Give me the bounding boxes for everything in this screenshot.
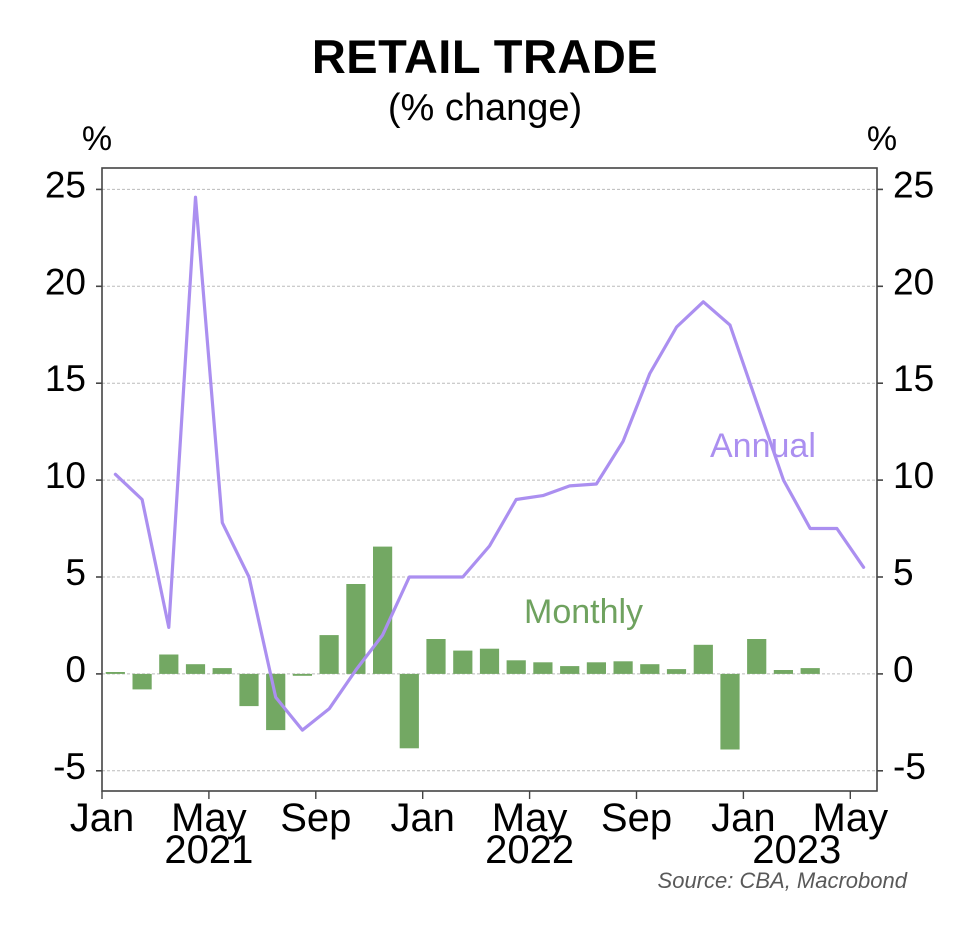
svg-text:2021: 2021: [164, 828, 253, 872]
svg-text:Sep: Sep: [280, 796, 351, 840]
svg-text:10: 10: [45, 455, 86, 496]
svg-text:15: 15: [893, 358, 934, 399]
svg-text:-5: -5: [53, 746, 86, 787]
svg-text:-5: -5: [893, 746, 926, 787]
svg-text:5: 5: [65, 552, 86, 593]
svg-text:25: 25: [893, 164, 934, 205]
svg-text:0: 0: [893, 649, 914, 690]
svg-text:20: 20: [893, 261, 934, 302]
svg-text:Annual: Annual: [710, 427, 816, 465]
svg-text:2023: 2023: [752, 828, 841, 872]
svg-text:Jan: Jan: [390, 796, 455, 840]
svg-text:Sep: Sep: [601, 796, 672, 840]
svg-text:5: 5: [893, 552, 914, 593]
svg-text:Jan: Jan: [70, 796, 135, 840]
svg-text:Monthly: Monthly: [524, 593, 643, 631]
svg-text:25: 25: [45, 164, 86, 205]
svg-text:15: 15: [45, 358, 86, 399]
svg-text:20: 20: [45, 261, 86, 302]
svg-text:10: 10: [893, 455, 934, 496]
svg-text:0: 0: [65, 649, 86, 690]
svg-text:2022: 2022: [485, 828, 574, 872]
